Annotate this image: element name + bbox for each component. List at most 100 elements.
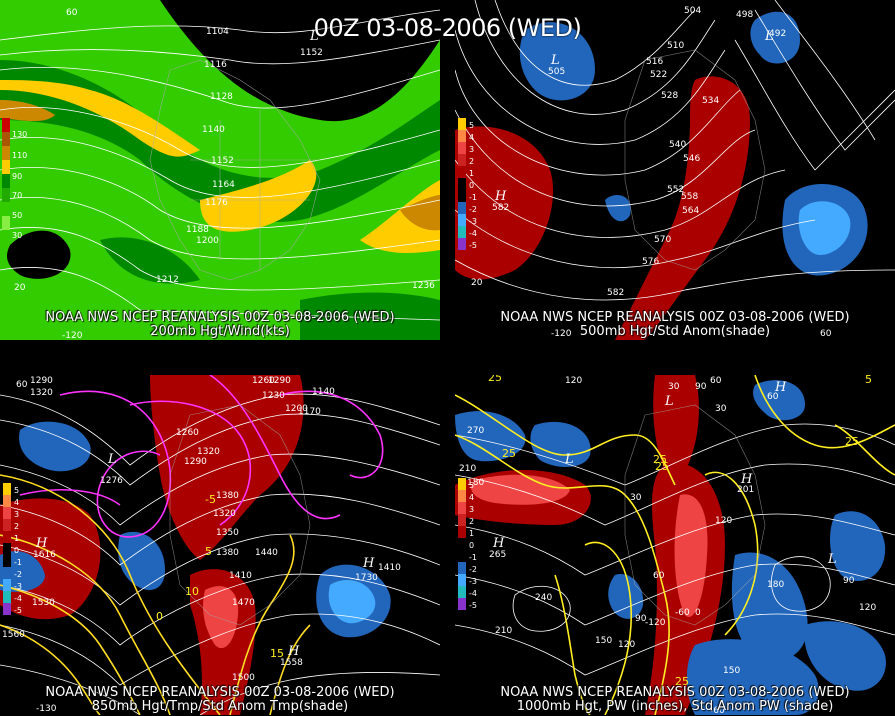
temp-label: 0 bbox=[156, 610, 163, 623]
temp-label: 15 bbox=[270, 647, 284, 660]
contour-label: 1560 bbox=[2, 630, 25, 640]
contour-label: 534 bbox=[702, 96, 719, 106]
panel-caption-line1: NOAA NWS NCEP REANALYSIS 00Z 03-08-2006 … bbox=[45, 310, 395, 325]
colorbar-label: -2 bbox=[14, 570, 22, 579]
temp-label: 10 bbox=[185, 585, 199, 598]
low-pressure-marker: L bbox=[764, 29, 774, 44]
edge-label: 60 bbox=[66, 8, 78, 18]
panel-1000mb-height-pw: 120 60 30 90 60 30 270 210 180 240 210 1… bbox=[455, 375, 895, 715]
contour-label: 90 bbox=[843, 576, 855, 586]
colorbar-label: -3 bbox=[469, 577, 477, 586]
low-pressure-value: 505 bbox=[548, 67, 565, 77]
contour-label: 1320 bbox=[30, 388, 53, 398]
low-pressure-value: 1152 bbox=[300, 48, 323, 58]
contour-label: 516 bbox=[646, 57, 663, 67]
colorbar-label: -1 bbox=[469, 193, 477, 202]
contour-label: -120 bbox=[645, 618, 666, 628]
contour-label: 210 bbox=[495, 626, 512, 636]
wind-colorbar: 130 110 90 70 50 30 bbox=[2, 118, 27, 240]
colorbar-label: 2 bbox=[469, 517, 474, 526]
colorbar-label: 30 bbox=[12, 231, 22, 240]
contour-label: 1320 bbox=[213, 509, 236, 519]
contour-label: 570 bbox=[654, 235, 671, 245]
edge-label: -60 bbox=[710, 706, 725, 715]
map-1000mb: 120 60 30 90 60 30 270 210 180 240 210 1… bbox=[455, 375, 895, 715]
contour-label: 150 bbox=[595, 636, 612, 646]
contour-label: 1128 bbox=[210, 92, 233, 102]
contour-label: 1500 bbox=[232, 673, 255, 683]
colorbar-label: -5 bbox=[469, 241, 477, 250]
colorbar-label: -3 bbox=[14, 582, 22, 591]
colorbar-label: 130 bbox=[12, 130, 27, 139]
panel-850mb-height-temp-anomaly: 1290 1320 1260 1290 1230 1200 1170 1140 … bbox=[0, 375, 440, 715]
contour-label: 1290 bbox=[268, 376, 291, 386]
edge-label: 20 bbox=[14, 283, 26, 293]
high-pressure-marker: H bbox=[362, 556, 375, 571]
colorbar-label: -4 bbox=[469, 589, 477, 598]
contour-label: 1260 bbox=[252, 376, 275, 386]
contour-label: 1230 bbox=[262, 391, 285, 401]
contour-label: 270 bbox=[467, 426, 484, 436]
contour-label: 30 bbox=[668, 382, 680, 392]
contour-label: 180 bbox=[767, 580, 784, 590]
contour-label: 1236 bbox=[412, 281, 435, 291]
high-pressure-marker: H bbox=[492, 536, 505, 551]
map-850mb: 1290 1320 1260 1290 1230 1200 1170 1140 … bbox=[0, 375, 440, 715]
colorbar-label: -4 bbox=[469, 229, 477, 238]
edge-label: -120 bbox=[551, 329, 572, 339]
panel-caption-line1: NOAA NWS NCEP REANALYSIS 00Z 03-08-2006 … bbox=[500, 685, 850, 700]
pw-label: 25 bbox=[653, 453, 667, 466]
colorbar-label: -1 bbox=[469, 553, 477, 562]
contour-label: 120 bbox=[715, 516, 732, 526]
low-pressure-marker: L bbox=[107, 452, 117, 467]
low-pressure-marker: L bbox=[827, 552, 837, 567]
contour-label: 1320 bbox=[197, 447, 220, 457]
low-pressure-value: 1276 bbox=[100, 476, 123, 486]
panel-caption-line1: NOAA NWS NCEP REANALYSIS 00Z 03-08-2006 … bbox=[500, 310, 850, 325]
colorbar-label: -2 bbox=[469, 565, 477, 574]
colorbar-label: -4 bbox=[14, 594, 22, 603]
colorbar-label: 1 bbox=[469, 529, 474, 538]
colorbar-label: 4 bbox=[469, 493, 474, 502]
contour-label: 1440 bbox=[255, 548, 278, 558]
contour-label: 1410 bbox=[229, 571, 252, 581]
high-pressure-value: 1730 bbox=[355, 573, 378, 583]
high-pressure-marker: H bbox=[740, 472, 753, 487]
contour-label: 120 bbox=[859, 603, 876, 613]
contour-label: 90 bbox=[695, 382, 707, 392]
contour-label: 498 bbox=[736, 10, 753, 20]
contour-label: 1470 bbox=[232, 598, 255, 608]
colorbar-label: 70 bbox=[12, 191, 22, 200]
colorbar-label: 50 bbox=[12, 211, 22, 220]
colorbar-label: 5 bbox=[469, 121, 474, 130]
high-pressure-marker: H bbox=[35, 536, 48, 551]
contour-label: 30 bbox=[715, 404, 727, 414]
contour-label: 1140 bbox=[202, 125, 225, 135]
colorbar-label: 1 bbox=[14, 534, 19, 543]
panel-200mb-height-wind: 1104 1116 1128 1140 1152 1164 1176 1188 … bbox=[0, 0, 440, 340]
pw-label: 25 bbox=[655, 460, 669, 473]
contour-label: 1152 bbox=[211, 156, 234, 166]
contour-label: 1260 bbox=[176, 428, 199, 438]
panel-500mb-height-anomaly: 504 498 510 516 522 528 534 540 546 552 … bbox=[455, 0, 895, 340]
contour-label: 1104 bbox=[206, 27, 229, 37]
contour-label: 1410 bbox=[378, 563, 401, 573]
contour-label: 120 bbox=[618, 640, 635, 650]
colorbar-label: 3 bbox=[14, 510, 19, 519]
colorbar-label: -3 bbox=[469, 217, 477, 226]
contour-label: 60 bbox=[653, 571, 665, 581]
colorbar-label: 0 bbox=[469, 541, 474, 550]
contour-label: 1380 bbox=[216, 491, 239, 501]
colorbar-label: 0 bbox=[469, 181, 474, 190]
contour-label: 1164 bbox=[212, 180, 235, 190]
map-500mb: 504 498 510 516 522 528 534 540 546 552 … bbox=[455, 0, 895, 340]
colorbar-label: 1 bbox=[469, 169, 474, 178]
low-pressure-marker: L bbox=[564, 452, 574, 467]
contour-label: 576 bbox=[642, 257, 659, 267]
contour-label: 0 bbox=[695, 608, 701, 618]
pw-label: 25 bbox=[502, 447, 516, 460]
panel-caption-line2: 850mb Hgt/Tmp/Std Anom Tmp(shade) bbox=[91, 699, 349, 714]
high-pressure-value: 1558 bbox=[280, 658, 303, 668]
panel-caption-line2: 500mb Hgt/Std Anom(shade) bbox=[579, 324, 771, 339]
pw-label: 25 bbox=[488, 375, 502, 384]
